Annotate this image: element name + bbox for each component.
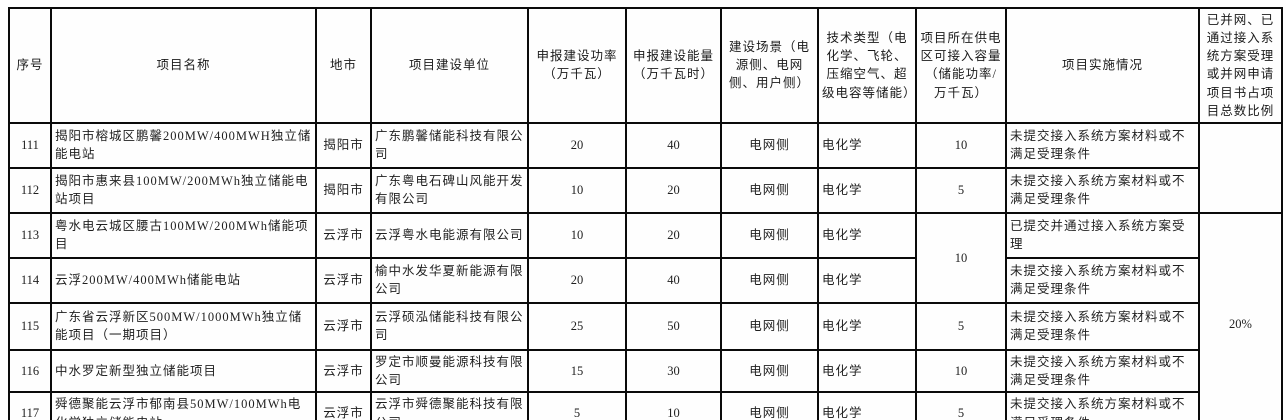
cell-city: 揭阳市 bbox=[315, 166, 372, 214]
table-row-114: 114 云浮200MW/400MWh储能电站 云浮市 榆中水发华夏新能源有限公司… bbox=[8, 256, 1282, 304]
cell-scene: 电网侧 bbox=[720, 166, 819, 214]
header-technology-type: 技术类型（电化学、飞轮、压缩空气、超级电容等储能） bbox=[817, 7, 917, 124]
cell-capacity: 5 bbox=[915, 301, 1007, 351]
cell-ratio-empty bbox=[1198, 121, 1283, 214]
cell-serial: 114 bbox=[8, 256, 52, 304]
cell-city: 揭阳市 bbox=[315, 121, 372, 169]
cell-power: 20 bbox=[527, 121, 627, 169]
cell-unit: 广东鹏馨储能科技有限公司 bbox=[370, 121, 529, 169]
cell-project-name: 揭阳市惠来县100MW/200MWh独立储能电站项目 bbox=[50, 166, 317, 214]
header-grid-connection-ratio: 已并网、已通过接入系统方案受理或并网申请项目书占项目总数比例 bbox=[1198, 7, 1283, 124]
header-construction-scene: 建设场景（电源侧、电网侧、用户侧） bbox=[720, 7, 819, 124]
cell-energy: 20 bbox=[625, 211, 722, 259]
header-connectable-capacity: 项目所在供电区可接入容量（储能功率/万千瓦） bbox=[915, 7, 1007, 124]
cell-tech: 电化学 bbox=[817, 121, 917, 169]
cell-serial: 117 bbox=[8, 391, 52, 420]
cell-scene: 电网侧 bbox=[720, 211, 819, 259]
cell-status: 未提交接入系统方案材料或不满足受理条件 bbox=[1005, 166, 1200, 214]
cell-energy: 10 bbox=[625, 391, 722, 420]
table-row-111: 111 揭阳市榕城区鹏馨200MW/400MWH独立储能电站 揭阳市 广东鹏馨储… bbox=[8, 121, 1283, 214]
cell-tech: 电化学 bbox=[817, 391, 917, 420]
cell-power: 10 bbox=[527, 211, 627, 259]
cell-unit: 广东粤电石碑山风能开发有限公司 bbox=[370, 166, 529, 214]
cell-unit: 云浮市舜德聚能科技有限公司 bbox=[370, 391, 529, 420]
cell-energy: 50 bbox=[625, 301, 722, 351]
cell-tech: 电化学 bbox=[817, 211, 917, 259]
cell-energy: 20 bbox=[625, 166, 722, 214]
cell-energy: 40 bbox=[625, 256, 722, 304]
cell-energy: 30 bbox=[625, 348, 722, 394]
cell-capacity: 10 bbox=[915, 121, 1007, 169]
header-implementation-status: 项目实施情况 bbox=[1005, 7, 1200, 124]
cell-scene: 电网侧 bbox=[720, 121, 819, 169]
header-city: 地市 bbox=[315, 7, 372, 124]
cell-capacity: 10 bbox=[915, 348, 1007, 394]
header-declared-power: 申报建设功率（万千瓦） bbox=[527, 7, 627, 124]
header-declared-energy: 申报建设能量（万千瓦时） bbox=[625, 7, 722, 124]
cell-city: 云浮市 bbox=[315, 211, 372, 259]
cell-city: 云浮市 bbox=[315, 301, 372, 351]
cell-unit: 云浮硕泓储能科技有限公司 bbox=[370, 301, 529, 351]
cell-scene: 电网侧 bbox=[720, 391, 819, 420]
cell-power: 5 bbox=[527, 391, 627, 420]
cell-tech: 电化学 bbox=[817, 348, 917, 394]
cell-unit: 云浮粤水电能源有限公司 bbox=[370, 211, 529, 259]
cell-serial: 112 bbox=[8, 166, 52, 214]
cell-scene: 电网侧 bbox=[720, 301, 819, 351]
cell-project-name: 广东省云浮新区500MW/1000MWh独立储能项目（一期项目） bbox=[50, 301, 317, 351]
cell-scene: 电网侧 bbox=[720, 348, 819, 394]
cell-project-name: 中水罗定新型独立储能项目 bbox=[50, 348, 317, 394]
project-table: 序号 项目名称 地市 项目建设单位 申报建设功率（万千瓦） 申报建设能量（万千瓦… bbox=[8, 7, 1283, 420]
cell-energy: 40 bbox=[625, 121, 722, 169]
table-row-117: 117 舜德聚能云浮市郁南县50MW/100MWh电化学独立储能电站 云浮市 云… bbox=[8, 391, 1282, 420]
table-row-113: 113 粤水电云城区腰古100MW/200MWh储能项目 云浮市 云浮粤水电能源… bbox=[8, 211, 1283, 420]
cell-tech: 电化学 bbox=[817, 166, 917, 214]
cell-status: 未提交接入系统方案材料或不满足受理条件 bbox=[1005, 256, 1200, 304]
table-row-116: 116 中水罗定新型独立储能项目 云浮市 罗定市顺曼能源科技有限公司 15 30… bbox=[8, 348, 1282, 394]
table-row-115: 115 广东省云浮新区500MW/1000MWh独立储能项目（一期项目） 云浮市… bbox=[8, 301, 1282, 351]
cell-serial: 115 bbox=[8, 301, 52, 351]
cell-power: 10 bbox=[527, 166, 627, 214]
cell-tech: 电化学 bbox=[817, 256, 917, 304]
cell-capacity: 5 bbox=[915, 391, 1007, 420]
cell-city: 云浮市 bbox=[315, 391, 372, 420]
cell-power: 25 bbox=[527, 301, 627, 351]
cell-serial: 113 bbox=[8, 211, 52, 259]
table-row-112: 112 揭阳市惠来县100MW/200MWh独立储能电站项目 揭阳市 广东粤电石… bbox=[8, 166, 1282, 214]
cell-power: 15 bbox=[527, 348, 627, 394]
cell-city: 云浮市 bbox=[315, 348, 372, 394]
cell-status: 未提交接入系统方案材料或不满足受理条件 bbox=[1005, 391, 1200, 420]
cell-status: 已提交并通过接入系统方案受理 bbox=[1005, 211, 1200, 259]
table-header-row: 序号 项目名称 地市 项目建设单位 申报建设功率（万千瓦） 申报建设能量（万千瓦… bbox=[8, 7, 1283, 124]
cell-status: 未提交接入系统方案材料或不满足受理条件 bbox=[1005, 301, 1200, 351]
cell-scene: 电网侧 bbox=[720, 256, 819, 304]
cell-status: 未提交接入系统方案材料或不满足受理条件 bbox=[1005, 348, 1200, 394]
header-project-name: 项目名称 bbox=[50, 7, 317, 124]
cell-unit: 罗定市顺曼能源科技有限公司 bbox=[370, 348, 529, 394]
cell-city: 云浮市 bbox=[315, 256, 372, 304]
cell-serial: 116 bbox=[8, 348, 52, 394]
cell-power: 20 bbox=[527, 256, 627, 304]
cell-ratio-value: 20% bbox=[1198, 211, 1283, 420]
cell-capacity-merged: 10 bbox=[915, 211, 1007, 304]
cell-project-name: 揭阳市榕城区鹏馨200MW/400MWH独立储能电站 bbox=[50, 121, 317, 169]
cell-project-name: 云浮200MW/400MWh储能电站 bbox=[50, 256, 317, 304]
cell-project-name: 粤水电云城区腰古100MW/200MWh储能项目 bbox=[50, 211, 317, 259]
cell-status: 未提交接入系统方案材料或不满足受理条件 bbox=[1005, 121, 1200, 169]
cell-tech: 电化学 bbox=[817, 301, 917, 351]
cell-capacity: 5 bbox=[915, 166, 1007, 214]
cell-unit: 榆中水发华夏新能源有限公司 bbox=[370, 256, 529, 304]
header-construction-unit: 项目建设单位 bbox=[370, 7, 529, 124]
cell-serial: 111 bbox=[8, 121, 52, 169]
cell-project-name: 舜德聚能云浮市郁南县50MW/100MWh电化学独立储能电站 bbox=[50, 391, 317, 420]
header-serial-number: 序号 bbox=[8, 7, 52, 124]
